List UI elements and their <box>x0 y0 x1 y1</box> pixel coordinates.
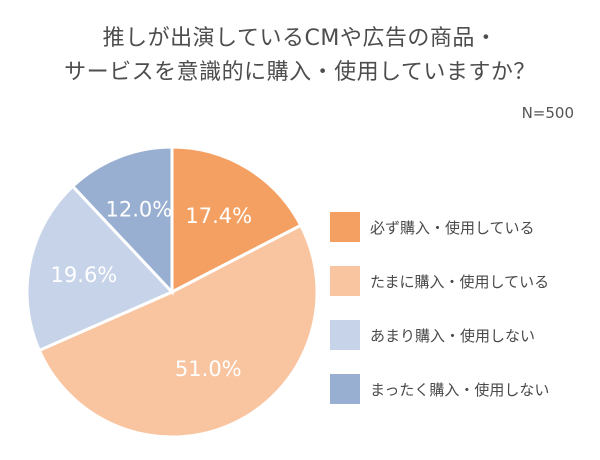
legend-item-always: 必ず購入・使用している <box>330 212 549 242</box>
legend-item-never: まったく購入・使用しない <box>330 374 549 404</box>
pie-slice-always <box>170 145 303 295</box>
legend-swatch-never <box>330 374 360 404</box>
chart-title: 推しが出演しているCMや広告の商品・ サービスを意識的に購入・使用していますか？ <box>0 22 600 90</box>
legend-item-sometimes: たまに購入・使用している <box>330 266 549 296</box>
pie-label-always: 17.4% <box>185 204 252 228</box>
legend-swatch-always <box>330 212 360 242</box>
legend-swatch-sometimes <box>330 266 360 296</box>
legend: 必ず購入・使用している たまに購入・使用している あまり購入・使用しない まった… <box>330 212 549 428</box>
legend-item-rarely: あまり購入・使用しない <box>330 320 549 350</box>
chart-title-line-2: サービスを意識的に購入・使用していますか？ <box>64 60 536 85</box>
legend-label-rarely: あまり購入・使用しない <box>370 326 536 345</box>
legend-label-sometimes: たまに購入・使用している <box>370 272 550 291</box>
legend-label-always: 必ず購入・使用している <box>370 218 535 237</box>
pie-label-sometimes: 51.0% <box>175 357 242 381</box>
pie-label-rarely: 19.6% <box>51 263 118 287</box>
pie-label-never: 12.0% <box>106 197 173 221</box>
legend-swatch-rarely <box>330 320 360 350</box>
pie-slice-never <box>70 145 174 296</box>
pie-slice-rarely <box>25 184 175 353</box>
legend-label-never: まったく購入・使用しない <box>370 380 550 399</box>
chart-title-line-1: 推しが出演しているCMや広告の商品・ <box>102 26 498 51</box>
sample-size-label: N=500 <box>521 104 574 122</box>
pie-slice-sometimes <box>37 223 319 439</box>
